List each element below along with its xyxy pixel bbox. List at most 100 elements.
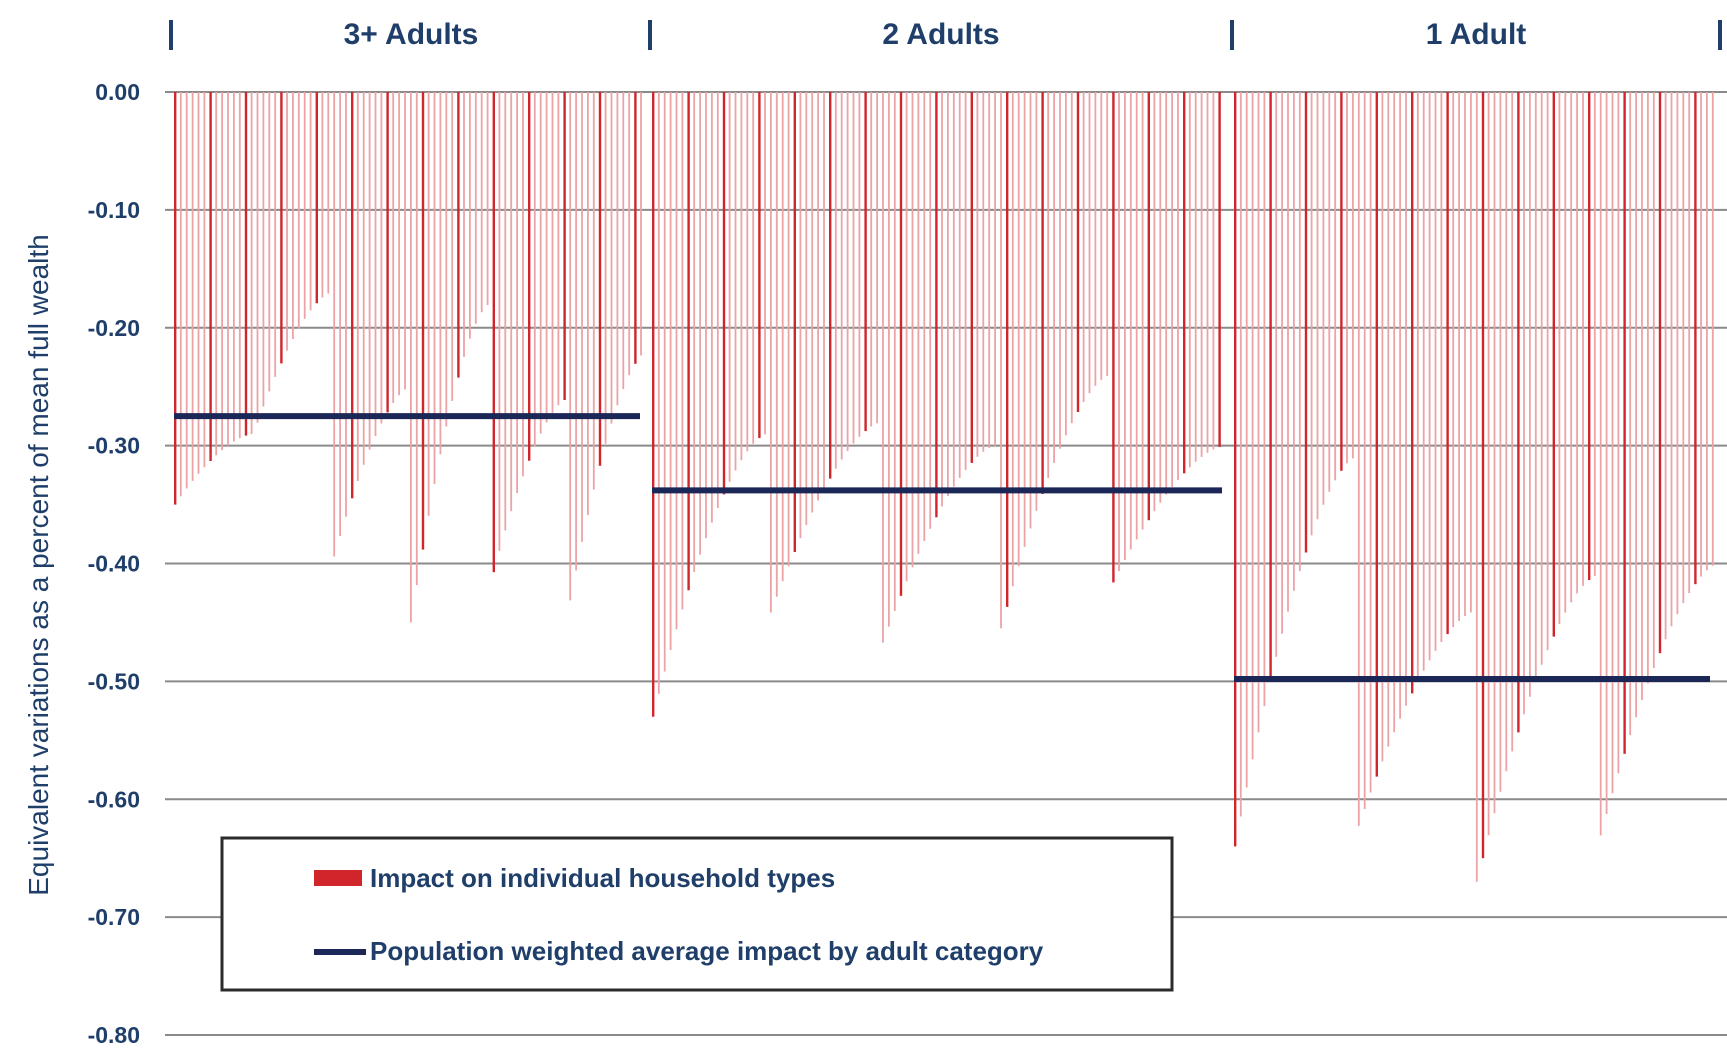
household-bar <box>522 92 524 477</box>
household-bar <box>787 92 790 567</box>
household-bar <box>587 92 589 515</box>
household-bar <box>793 92 796 552</box>
household-bar <box>1053 92 1055 463</box>
household-bar <box>1670 92 1673 627</box>
household-bar <box>480 92 483 313</box>
household-bar <box>1523 92 1525 715</box>
household-bar <box>215 92 218 456</box>
household-bar <box>286 92 288 351</box>
household-bar <box>1106 92 1109 376</box>
household-bar <box>1582 92 1584 586</box>
household-bar <box>911 92 914 568</box>
household-bar <box>1011 92 1014 587</box>
household-bar <box>451 92 454 401</box>
household-bar <box>834 92 837 469</box>
household-bar <box>657 92 660 694</box>
household-bar <box>297 92 300 329</box>
household-bar <box>1206 92 1209 453</box>
household-bar <box>1177 92 1179 480</box>
household-bar <box>923 92 926 541</box>
household-bar <box>1664 92 1667 640</box>
household-bar <box>829 92 832 479</box>
legend-label-line: Population weighted average impact by ad… <box>370 936 1044 966</box>
household-bar <box>764 92 766 435</box>
household-bar <box>1558 92 1561 625</box>
household-bar <box>1245 92 1248 788</box>
household-bar <box>669 92 672 651</box>
household-bar <box>1269 92 1272 681</box>
household-bar <box>1006 92 1009 607</box>
household-bar <box>687 92 690 591</box>
household-bar <box>528 92 531 461</box>
household-bar <box>1076 92 1080 412</box>
household-bar <box>380 92 383 424</box>
household-bar <box>1369 92 1372 793</box>
household-bar <box>770 92 772 613</box>
y-tick-label: -0.20 <box>88 315 140 341</box>
household-bar <box>1352 92 1354 459</box>
household-bar <box>1118 92 1120 572</box>
household-bar <box>781 92 784 582</box>
household-bar <box>174 92 177 505</box>
household-bar <box>681 92 684 610</box>
household-bar <box>1334 92 1337 481</box>
household-bar <box>1153 92 1156 512</box>
household-bar <box>1399 92 1401 719</box>
household-bar <box>1416 92 1419 682</box>
household-bar <box>604 92 607 444</box>
household-bar <box>1529 92 1531 697</box>
household-bar <box>1505 92 1508 772</box>
household-bar <box>1599 92 1602 836</box>
household-bar <box>1304 92 1308 553</box>
household-bar <box>817 92 819 501</box>
household-bar <box>947 92 949 497</box>
group-headers: 3+ Adults 2 Adults 1 Adult <box>169 18 1722 51</box>
household-bar <box>1275 92 1278 657</box>
household-bar <box>227 92 229 446</box>
household-bar <box>1100 92 1103 380</box>
household-bar <box>1393 92 1396 733</box>
household-bar <box>510 92 513 512</box>
household-bar <box>805 92 808 526</box>
household-bar <box>1493 92 1496 814</box>
household-bar <box>1165 92 1168 495</box>
household-bar <box>191 92 194 481</box>
household-bar <box>1357 92 1360 826</box>
household-bar <box>415 92 418 586</box>
household-bar <box>675 92 678 630</box>
household-bar <box>1082 92 1085 402</box>
household-bar <box>752 92 755 444</box>
household-bar <box>333 92 336 557</box>
household-bar <box>280 92 283 364</box>
household-bar <box>952 92 955 487</box>
household-bar <box>929 92 932 529</box>
y-tick-label: -0.80 <box>88 1022 140 1048</box>
household-bar <box>1552 92 1555 637</box>
household-bar <box>994 92 996 446</box>
household-bar <box>1188 92 1191 468</box>
household-bar <box>728 92 731 482</box>
household-bar <box>1070 92 1073 424</box>
household-bar <box>882 92 884 643</box>
household-bar <box>356 92 359 481</box>
household-bar <box>905 92 908 582</box>
household-bar <box>1322 92 1325 505</box>
household-bar <box>1487 92 1490 836</box>
household-bar <box>292 92 294 339</box>
household-bar <box>1316 92 1319 520</box>
household-bar <box>410 92 412 623</box>
household-bar <box>740 92 743 461</box>
household-bar <box>1340 92 1343 471</box>
group-label: 3+ Adults <box>344 18 479 51</box>
household-bar <box>958 92 961 478</box>
household-bar <box>1112 92 1115 583</box>
household-bar <box>1239 92 1242 817</box>
household-bar <box>1346 92 1348 464</box>
y-tick-label: 0.00 <box>95 79 140 105</box>
household-bar <box>1017 92 1020 567</box>
household-bar <box>362 92 365 465</box>
household-bar <box>917 92 920 554</box>
household-bar <box>616 92 619 406</box>
household-bar <box>457 92 460 378</box>
